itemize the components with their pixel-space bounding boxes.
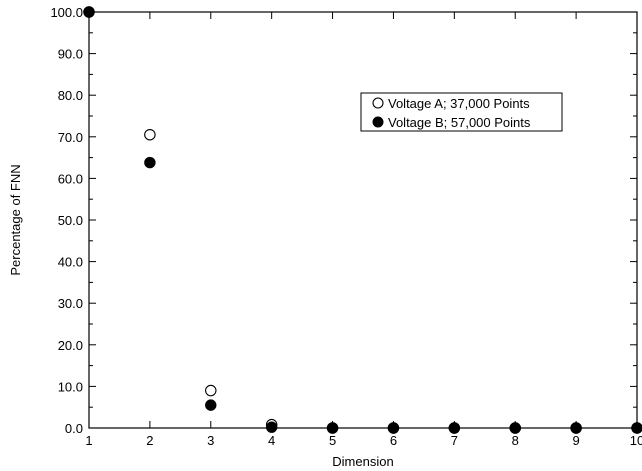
data-point-series-b [265, 421, 278, 433]
plot-frame [88, 11, 638, 429]
y-tick-label: 50.0 [58, 213, 83, 228]
x-tick-label: 5 [329, 433, 336, 448]
data-point-series-b [83, 6, 95, 18]
x-tick-label: 7 [451, 433, 458, 448]
data-points [83, 6, 642, 434]
x-tick-label: 8 [512, 433, 519, 448]
x-tick-label: 3 [207, 433, 214, 448]
legend: Voltage A; 37,000 Points Voltage B; 57,0… [360, 92, 563, 132]
y-tick-label: 0.0 [65, 421, 83, 436]
y-tick-label: 60.0 [58, 171, 83, 186]
x-tick-label: 9 [572, 433, 579, 448]
legend-label-voltage-b: Voltage B; 57,000 Points [388, 115, 531, 130]
x-axis-title: Dimension [332, 454, 393, 469]
legend-marker-voltage-b [372, 116, 384, 128]
data-point-series-b [387, 422, 400, 434]
x-tick-label: 1 [85, 433, 92, 448]
y-axis-title: Percentage of FNN [8, 164, 23, 275]
data-point-series-b [509, 422, 521, 434]
data-point-series-b [448, 422, 461, 434]
legend-label-voltage-a: Voltage A; 37,000 Points [388, 96, 530, 111]
y-tick-label: 40.0 [58, 255, 83, 270]
y-tick-label: 20.0 [58, 338, 83, 353]
legend-marker-voltage-a [372, 97, 384, 109]
y-tick-label: 30.0 [58, 296, 83, 311]
legend-box [360, 92, 563, 132]
y-tick-label: 10.0 [58, 379, 83, 394]
y-tick-label: 80.0 [58, 88, 83, 103]
data-point-series-b [326, 422, 339, 434]
data-point-series-b [631, 422, 642, 434]
data-point-series-a [205, 384, 217, 397]
y-tick-label: 70.0 [58, 130, 83, 145]
y-tick-label: 100.0 [50, 5, 83, 20]
data-point-series-b [144, 156, 156, 169]
axis-ticks: 1 2 3 4 5 6 7 8 9 100.010.020.030.040.050.060.070… [50, 5, 642, 448]
x-tick-label: 6 [390, 433, 397, 448]
data-point-series-a [144, 128, 156, 141]
x-tick-label: 10 [630, 433, 642, 448]
x-tick-label: 2 [146, 433, 153, 448]
data-point-series-b [205, 399, 217, 411]
y-tick-label: 90.0 [58, 47, 83, 62]
data-point-series-b [570, 422, 582, 434]
x-tick-label: 4 [268, 433, 275, 448]
